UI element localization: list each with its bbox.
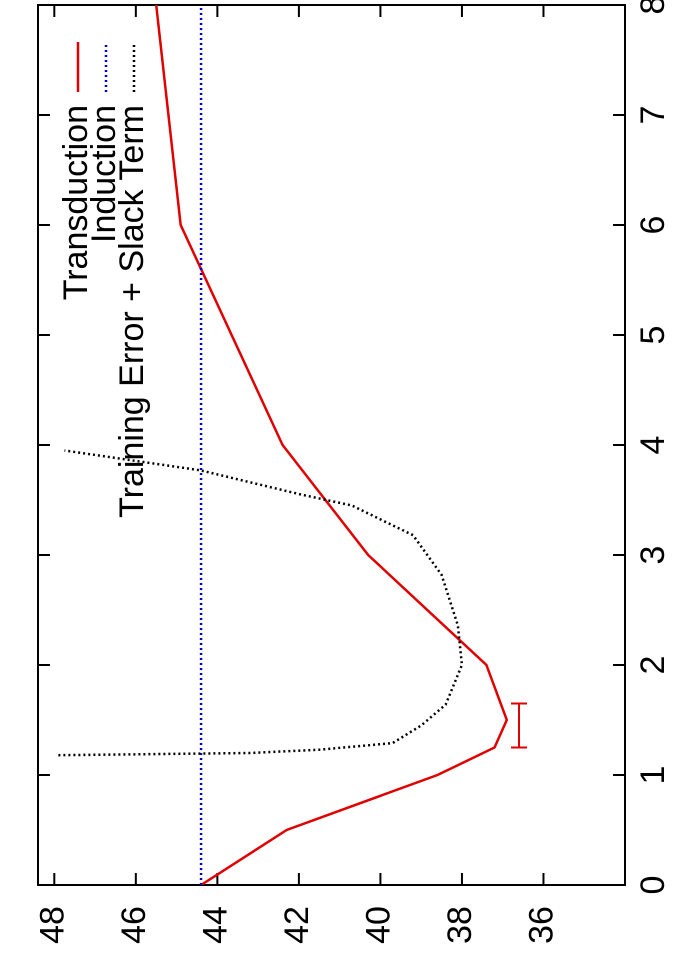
y-tick-label: 40	[359, 906, 397, 944]
x-tick-label: 5	[634, 326, 672, 345]
x-tick-label: 3	[634, 546, 672, 565]
x-tick-label: 6	[634, 216, 672, 235]
x-tick-label: 7	[634, 106, 672, 125]
y-tick-label: 36	[522, 906, 560, 944]
x-tick-label: 8	[634, 0, 672, 14]
x-tick-label: 4	[634, 436, 672, 455]
y-tick-label: 42	[278, 906, 316, 944]
legend-label: Training Error + Slack Term	[113, 105, 151, 518]
series-line	[154, 5, 509, 885]
y-tick-label: 46	[115, 906, 153, 944]
x-tick-label: 2	[634, 656, 672, 675]
series-line	[58, 449, 464, 757]
x-tick-label: 1	[634, 766, 672, 785]
y-tick-label: 38	[441, 906, 479, 944]
y-tick-label: 48	[33, 906, 71, 944]
y-tick-label: 44	[196, 906, 234, 944]
legend-label: Induction	[85, 105, 123, 243]
legend-label: Transduction	[57, 105, 95, 300]
x-tick-label: 0	[634, 876, 672, 895]
